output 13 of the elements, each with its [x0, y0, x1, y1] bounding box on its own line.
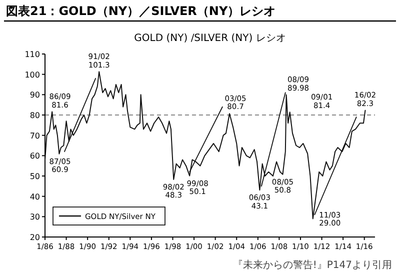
y-tick-label: 100 — [24, 70, 40, 80]
y-tick-label: 30 — [30, 212, 40, 222]
y-tick-label: 60 — [30, 152, 40, 161]
y-tick-label: 70 — [30, 131, 40, 140]
y-tick-label: 20 — [30, 233, 40, 242]
y-tick-label: 110 — [24, 50, 40, 59]
chart-title: 図表21：GOLD（NY）／SILVER（NY）レシオ — [6, 4, 276, 18]
y-tick-label: 80 — [30, 111, 40, 120]
chart-subtitle: GOLD (NY) /SILVER (NY) レシオ — [134, 33, 286, 44]
text: 『未来からの警告!』P147より引用 — [232, 259, 392, 271]
y-tick-label: 40 — [30, 192, 40, 202]
y-tick-label: 50 — [30, 172, 40, 181]
y-tick-label: 90 — [30, 90, 40, 100]
